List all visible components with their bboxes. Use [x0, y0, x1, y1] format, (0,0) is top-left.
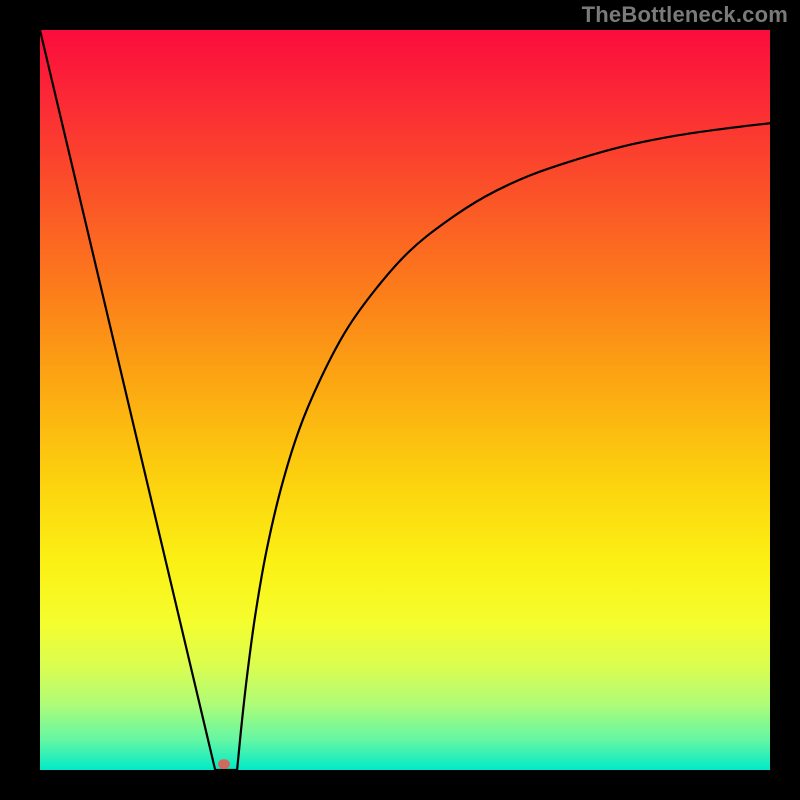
chart-container: TheBottleneck.com: [0, 0, 800, 800]
optimal-point-marker: [218, 759, 230, 769]
bottleneck-chart: [0, 0, 800, 800]
watermark-text: TheBottleneck.com: [582, 2, 788, 28]
plot-background: [40, 30, 770, 770]
